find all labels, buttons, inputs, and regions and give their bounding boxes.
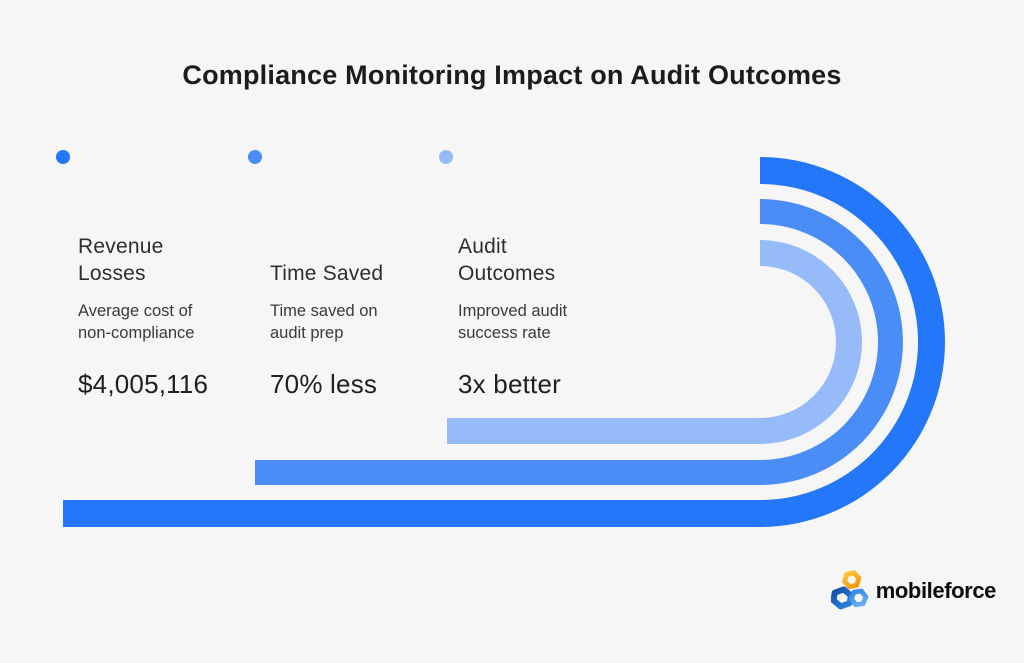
metric-dot-audit-outcomes [439,150,453,164]
metric-column-revenue-losses: Revenue Losses Average cost of non-compl… [78,228,263,400]
metric-column-audit-outcomes: Audit Outcomes Improved audit success ra… [458,228,643,400]
metric-label: Audit Outcomes [458,234,556,286]
metric-value: 3x better [458,368,561,399]
brand-name: mobileforce [875,578,997,603]
metric-value: $4,005,116 [78,368,209,399]
metric-label: Revenue Losses [78,234,164,286]
metric-column-time-saved: Time Saved Time saved on audit prep 70% … [270,228,455,400]
metric-description: Improved audit success rate [458,302,568,342]
brand-footer: mobileforce [830,568,997,614]
mobileforce-logo-icon [830,570,869,610]
metric-value: 70% less [270,368,378,399]
metric-dot-time-saved [248,150,262,164]
metric-description: Average cost of non-compliance [78,302,195,342]
metric-description: Time saved on audit prep [270,302,378,342]
metric-label: Time Saved [270,262,384,286]
page-title: Compliance Monitoring Impact on Audit Ou… [182,60,842,90]
metric-dot-revenue-losses [56,150,70,164]
